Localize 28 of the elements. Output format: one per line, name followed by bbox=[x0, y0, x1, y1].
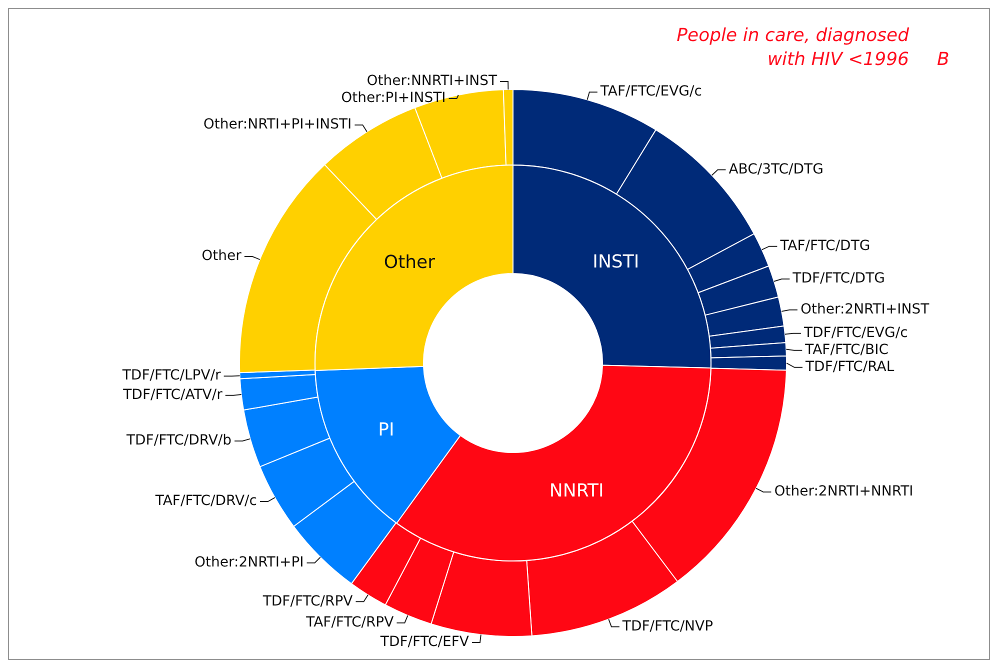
slice-label: TDF/FTC/RAL bbox=[804, 359, 894, 376]
slice-label: TAF/FTC/RPV bbox=[305, 614, 394, 630]
slice-label: TDF/FTC/DTG bbox=[792, 270, 885, 287]
slice-label: INSTI bbox=[592, 251, 640, 272]
slice-label: TDF/FTC/ATV/r bbox=[122, 387, 223, 404]
slice-label: Other:2NRTI+NNRTI bbox=[774, 484, 914, 500]
slice-label: ABC/3TC/DTG bbox=[728, 161, 824, 178]
slice-label: Other:NRTI+PI+INSTI bbox=[203, 116, 352, 133]
slice-label: Other:2NRTI+INST bbox=[800, 302, 930, 318]
slice-label: Other:PI+INSTI bbox=[341, 90, 446, 106]
slice-label: TDF/FTC/DRV/b bbox=[125, 432, 232, 449]
slice-label: Other:NNRTI+INST bbox=[366, 73, 498, 90]
text: B bbox=[937, 49, 950, 70]
slice-label: TDF/FTC/EVG/c bbox=[802, 325, 908, 342]
slice-label: TAF/FTC/BIC bbox=[804, 342, 889, 358]
slice-label: TDF/FTC/EFV bbox=[379, 634, 470, 650]
slice-label: NNRTI bbox=[549, 480, 604, 502]
slice-label: TAF/FTC/DRV/c bbox=[154, 493, 257, 510]
slice-label: PI bbox=[378, 419, 394, 440]
text: People in care, diagnosed with HIV <1996 bbox=[676, 25, 910, 70]
slice-label: Other:2NRTI+PI bbox=[194, 554, 304, 570]
slice-label: TDF/FTC/NVP bbox=[621, 618, 714, 634]
slice-label: TAF/FTC/DTG bbox=[779, 238, 870, 254]
slice-label: TDF/FTC/LPV/r bbox=[121, 368, 222, 384]
slice-label: TAF/FTC/EVG/c bbox=[599, 84, 702, 100]
slice-label: TDF/FTC/RPV bbox=[262, 593, 354, 610]
slice-label: Other bbox=[384, 252, 436, 273]
slice-label: Other bbox=[202, 248, 242, 264]
